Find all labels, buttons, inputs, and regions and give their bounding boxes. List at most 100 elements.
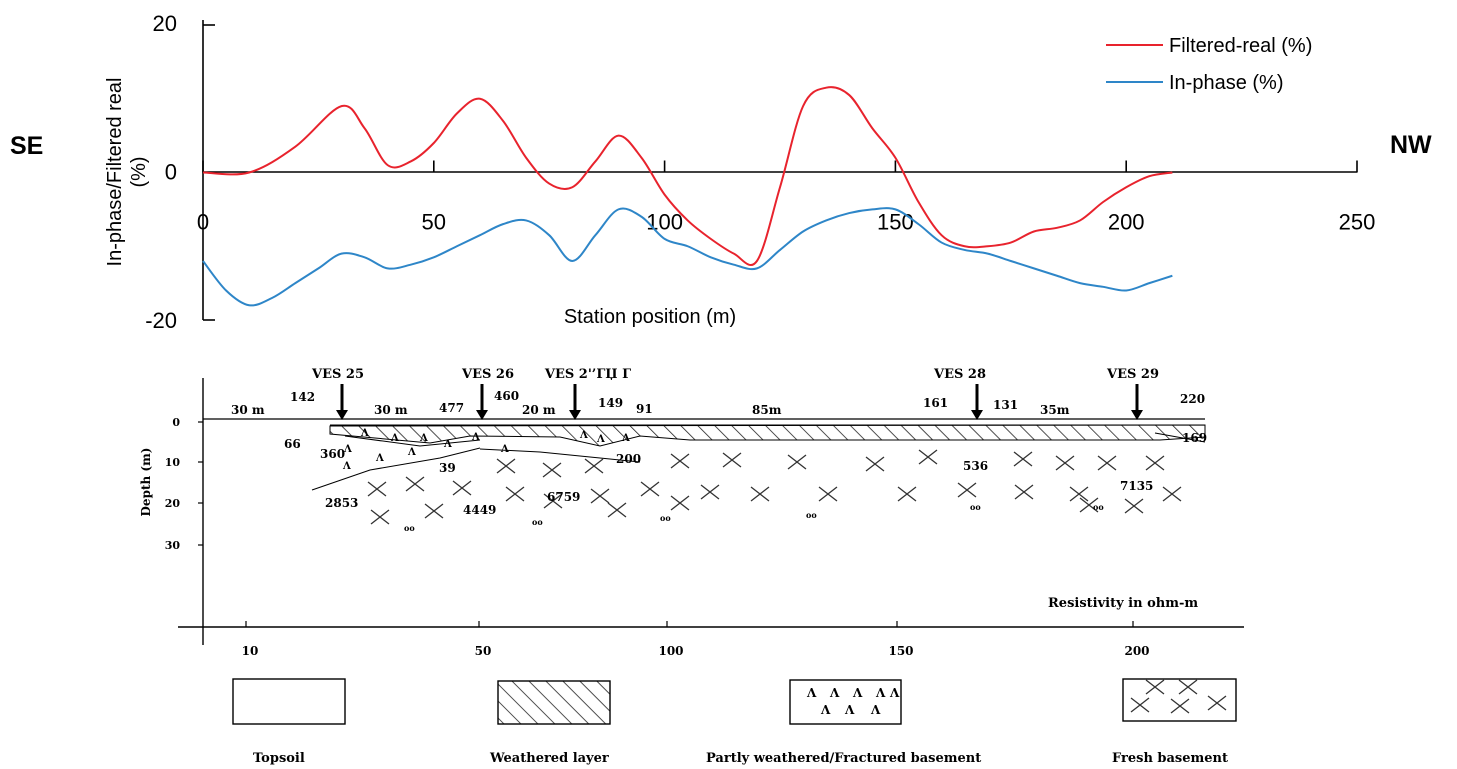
y-axis-label: In-phase/Filtered real <box>104 78 126 267</box>
fractured-basement-mark: Λ <box>596 434 605 445</box>
legend: Filtered-real (%) In-phase (%) <box>1106 35 1312 94</box>
fractured-basement-mark: Λ <box>390 433 399 444</box>
fresh-basement-cross <box>452 480 472 496</box>
resistivity-value: 4449 <box>463 503 496 517</box>
fresh-basement-cross <box>584 458 604 474</box>
fractured-boundary-1 <box>344 435 481 447</box>
fresh-basement-cross <box>543 493 563 509</box>
resistivity-value: 91 <box>636 402 653 416</box>
section-x-tick-label: 50 <box>475 644 492 658</box>
resistivity-value: 6759 <box>547 490 580 504</box>
resistivity-value: 477 <box>439 401 464 415</box>
x-tick-marks <box>202 160 1358 173</box>
key-fresh-cross <box>1178 679 1198 695</box>
spacing-label: 30 m <box>374 403 408 417</box>
fresh-basement-mark: oo <box>806 510 817 520</box>
fresh-basement-cross <box>505 486 525 502</box>
fresh-basement-mark: oo <box>532 517 543 527</box>
ves-markers: VES 25 VES 26 VES 2'’ГЏ Г VES 28 VES 29 <box>311 367 1159 420</box>
fractured-basement-mark: Λ <box>471 432 480 443</box>
depth-tick-label: 20 <box>165 497 181 510</box>
resistivity-value: 169 <box>1182 431 1207 445</box>
ves-label: VES 2'’ГЏ Г <box>544 367 631 382</box>
fresh-basement-cross <box>787 454 807 470</box>
key-fresh-cross <box>1130 697 1150 713</box>
weathered-layer-band <box>329 424 1206 447</box>
filtered-real-line <box>202 86 1173 267</box>
resistivity-value: 220 <box>1180 392 1205 406</box>
fresh-basement-cross <box>1162 486 1182 502</box>
fresh-basement-cross <box>957 482 977 498</box>
spacing-label: 35m <box>1040 403 1070 417</box>
fresh-swatch <box>1122 678 1237 722</box>
em-profile-chart: 200-20 0 50 100 150 200 250 Station position … <box>10 11 1432 333</box>
depth-ticks: 0 10 20 30 <box>165 416 203 552</box>
section-x-tick-label: 10 <box>242 644 259 658</box>
fractured-basement-mark: Λ <box>621 433 630 444</box>
x-tick-label: 50 <box>422 210 446 235</box>
resistivity-values: 142 66 360 2853 477 460 39 4449 149 91 2… <box>284 389 1207 517</box>
ves-arrow-head <box>569 410 581 420</box>
resistivity-value: 131 <box>993 398 1018 412</box>
fresh-basement-cross <box>918 449 938 465</box>
fresh-basement-cross <box>496 458 516 474</box>
fresh-basement-cross <box>700 484 720 500</box>
resistivity-value: 66 <box>284 437 301 451</box>
resistivity-value: 460 <box>494 389 519 403</box>
key-fractured-mark: Λ <box>870 703 881 717</box>
resistivity-value: 2853 <box>325 496 358 510</box>
resistivity-value: 142 <box>290 390 315 404</box>
resistivity-value: 161 <box>923 396 948 410</box>
x-tick-label: 250 <box>1339 210 1376 235</box>
key-fractured-mark: Λ <box>829 686 840 700</box>
resistivity-value: 360 <box>320 447 345 461</box>
key-fractured-mark: Λ <box>806 686 817 700</box>
weathered-swatch <box>497 680 611 725</box>
ves-arrow-head <box>971 410 983 420</box>
y-tick-labels: 20 0 -20 <box>145 11 177 333</box>
y-tick-label: -20 <box>145 308 177 333</box>
y-tick-label: 20 <box>153 11 177 36</box>
direction-right-label: NW <box>1390 131 1432 159</box>
key-fractured-mark: Λ <box>889 686 900 700</box>
fractured-boundary-4 <box>1154 432 1206 443</box>
fresh-basement-cross <box>818 486 838 502</box>
fractured-swatch <box>789 679 902 725</box>
fresh-basement-cross <box>722 452 742 468</box>
fresh-basement-mark: oo <box>660 513 671 523</box>
key-fresh-cross <box>1170 698 1190 714</box>
ves-arrow-head <box>476 410 488 420</box>
fresh-basement-cross <box>1014 484 1034 500</box>
fresh-basement-cross <box>1069 486 1089 502</box>
resistivity-value: 7135 <box>1120 479 1153 493</box>
fractured-boundary-2 <box>311 447 481 491</box>
ves-label: VES 28 <box>933 367 986 382</box>
fresh-basement-cross <box>1097 455 1117 471</box>
fresh-basement-cross <box>1013 451 1033 467</box>
x-axis-label: Station position (m) <box>564 306 736 328</box>
fractured-basement-mark: Λ <box>343 444 352 455</box>
fresh-basement-cross <box>750 486 770 502</box>
fresh-basement-mark: oo <box>404 523 415 533</box>
x-tick-label: 100 <box>646 210 683 235</box>
fresh-basement-cross <box>670 495 690 511</box>
fresh-basement-cross <box>367 481 387 497</box>
depth-tick-label: 10 <box>165 456 181 469</box>
fractured-basement-mark: Λ <box>419 433 428 444</box>
fractured-basement-mark: Λ <box>342 461 351 472</box>
fresh-basement-mark: oo <box>1093 502 1104 512</box>
fresh-basement-cross <box>670 453 690 469</box>
fresh-basement-symbols: oo oo oo oo oo oo <box>367 449 1182 533</box>
resistivity-value: 39 <box>439 461 456 475</box>
legend-label-in-phase: In-phase (%) <box>1169 72 1284 94</box>
key-fractured-mark: Λ <box>844 703 855 717</box>
fresh-basement-cross <box>1145 455 1165 471</box>
fresh-basement-cross <box>897 486 917 502</box>
depth-axis-label: Depth (m) <box>139 448 153 517</box>
direction-left-label: SE <box>10 132 43 160</box>
topsoil-swatch <box>232 678 346 725</box>
fresh-label: Fresh basement <box>1112 751 1228 766</box>
in-phase-line <box>202 207 1173 307</box>
